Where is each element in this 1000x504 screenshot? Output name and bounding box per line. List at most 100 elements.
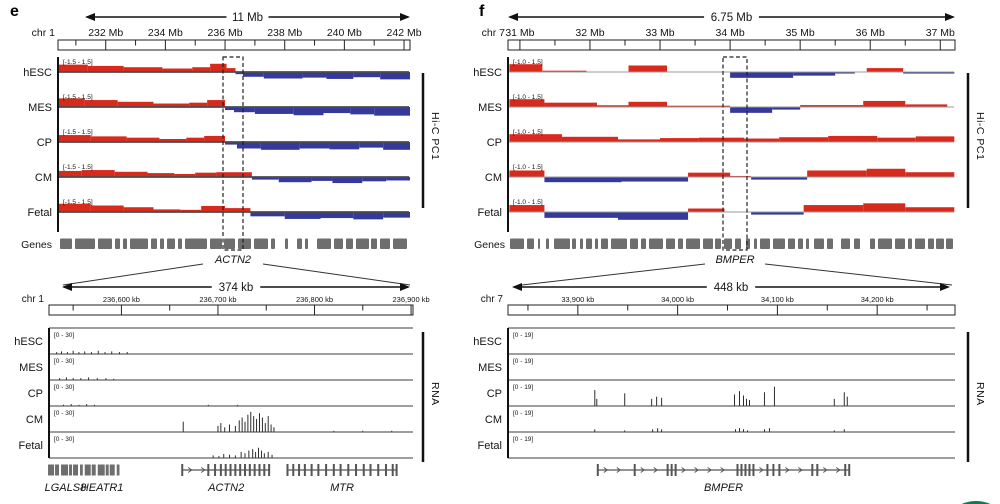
pc1-bar: [225, 107, 234, 111]
gene-box: [75, 238, 95, 249]
gene-box: [554, 238, 570, 249]
pc1-bar: [195, 172, 217, 177]
strand-arrow: [707, 467, 712, 473]
pc1-bar: [189, 102, 208, 107]
span-arrow-head-right: [400, 13, 410, 21]
track-name-label: CM: [35, 172, 52, 184]
span-label-bg: [226, 10, 269, 23]
zoom-chromosome-label: chr 1: [22, 294, 45, 305]
gene-exon-tick: [219, 464, 222, 476]
gene-box: [678, 238, 683, 249]
pc1-bar: [284, 212, 321, 219]
pc1-bar: [234, 107, 255, 113]
pc1-bar: [544, 102, 597, 107]
panel-letter-e: e: [10, 3, 19, 20]
pc1-bar: [353, 212, 384, 220]
callout-line-left: [521, 263, 706, 286]
span-arrow-head-left: [85, 13, 95, 21]
axis-tick-label: 36 Mb: [856, 27, 885, 39]
gene-box: [317, 238, 331, 249]
strand-arrow: [187, 467, 193, 473]
top-ruler: [57, 39, 411, 51]
pc1-bar: [236, 142, 261, 149]
gene-box: [178, 238, 182, 249]
gene-box: [98, 238, 112, 249]
gene-exon-tick: [736, 464, 739, 476]
hic-track-MES: [-1.0 - 1.5] MES: [478, 94, 954, 114]
rna-track-CP: [0 - 30] CP: [28, 384, 238, 406]
track-scale-label: [-1.5 - 1.5]: [63, 59, 93, 66]
gene-exon-tick: [377, 464, 380, 476]
gene-box: [297, 238, 302, 249]
ruler-box: [507, 304, 956, 316]
pc1-bar: [323, 107, 351, 114]
gene-box: [185, 238, 207, 249]
gene-box: [946, 238, 953, 249]
gene-exon-tick: [384, 464, 387, 476]
pc1-bar: [332, 177, 363, 184]
gene-name-label: HEATR1: [81, 482, 124, 494]
axis-tick-label: 240 Mb: [327, 27, 362, 39]
gene-exon-tick: [674, 464, 677, 476]
pc1-bar: [383, 142, 410, 150]
gene-box: [334, 238, 343, 249]
pc1-bar: [509, 205, 545, 212]
track-name-label: Fetal: [478, 440, 502, 452]
gene-name-label: ACTN2: [207, 482, 244, 494]
pc1-bar: [863, 203, 906, 212]
pc1-bar: [159, 138, 187, 142]
gene-box: [735, 238, 741, 249]
span-arrow-head-right: [945, 13, 955, 21]
track-name-label: hESC: [14, 336, 43, 348]
pc1-bar: [866, 168, 906, 177]
track-name-label: CP: [487, 388, 502, 400]
ruler-box: [507, 39, 956, 51]
gene-box: [527, 238, 534, 249]
gene-box: [686, 238, 700, 249]
strand-arrow: [798, 467, 803, 473]
gene-box: [773, 238, 785, 249]
gene-box: [715, 238, 721, 249]
track-name-label: hESC: [473, 336, 502, 348]
gene-box: [380, 238, 390, 249]
pc1-bar: [744, 138, 780, 142]
gene-exon-tick: [355, 464, 358, 476]
pc1-bar: [123, 207, 154, 212]
rna-side-label-f: RNA: [974, 382, 986, 406]
zoom-axis-tick-label: 34,100 kb: [761, 295, 794, 304]
gene-box: [798, 238, 803, 249]
axis-tick-label: 37 Mb: [926, 27, 955, 39]
axis-tick-label: 31 Mb: [505, 27, 534, 39]
gene-exon-tick: [347, 464, 350, 476]
zoom-axis-tick-label: 33,900 kb: [561, 295, 594, 304]
gene-box: [841, 238, 850, 249]
gene-exon-box: [105, 464, 109, 476]
gene-box: [908, 238, 912, 249]
gene-box: [356, 238, 369, 249]
pc1-bar: [903, 72, 955, 74]
pc1-bar: [751, 177, 808, 180]
gene-exon-box: [73, 464, 79, 476]
strand-arrow: [653, 467, 659, 473]
gene-exon-tick: [207, 464, 210, 476]
gene-box: [546, 238, 549, 249]
gene-exon-tick: [395, 464, 398, 476]
gene-exon-tick: [369, 464, 372, 476]
gene-exon-tick: [772, 464, 775, 476]
span-arrow-head-left: [512, 283, 522, 291]
pc1-bar: [114, 171, 148, 177]
pc1-bar: [383, 212, 410, 218]
pc1-bar: [380, 72, 410, 80]
span-label: 6.75 Mb: [711, 12, 753, 24]
span-arrow-head-right: [940, 283, 950, 291]
pc1-bar: [58, 98, 85, 107]
pc1-bar: [544, 177, 622, 183]
logo-badge: [961, 501, 991, 504]
gene-box: [630, 238, 638, 249]
zoom-ruler: [507, 304, 956, 316]
pc1-bar: [186, 137, 205, 142]
pc1-bar: [628, 65, 668, 72]
zoom-axis-tick-label: 236,900 kb: [393, 295, 430, 304]
track-scale-label: [-1.5 - 1.5]: [63, 164, 93, 171]
pc1-bar: [162, 68, 193, 72]
